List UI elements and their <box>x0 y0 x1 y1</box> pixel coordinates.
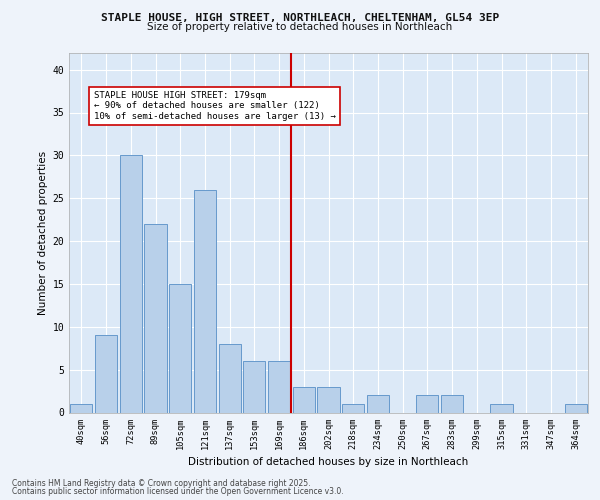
Text: STAPLE HOUSE, HIGH STREET, NORTHLEACH, CHELTENHAM, GL54 3EP: STAPLE HOUSE, HIGH STREET, NORTHLEACH, C… <box>101 12 499 22</box>
Bar <box>416 396 439 412</box>
Bar <box>119 156 142 412</box>
Bar <box>565 404 587 412</box>
Text: Size of property relative to detached houses in Northleach: Size of property relative to detached ho… <box>148 22 452 32</box>
Bar <box>70 404 92 412</box>
Bar <box>268 361 290 412</box>
Bar <box>145 224 167 412</box>
Bar <box>367 396 389 412</box>
Y-axis label: Number of detached properties: Number of detached properties <box>38 150 48 314</box>
Bar <box>243 361 265 412</box>
Bar <box>490 404 512 412</box>
X-axis label: Distribution of detached houses by size in Northleach: Distribution of detached houses by size … <box>188 457 469 467</box>
Bar <box>218 344 241 412</box>
Text: Contains public sector information licensed under the Open Government Licence v3: Contains public sector information licen… <box>12 487 344 496</box>
Bar <box>95 336 117 412</box>
Bar <box>169 284 191 412</box>
Bar <box>342 404 364 412</box>
Bar <box>317 387 340 412</box>
Text: Contains HM Land Registry data © Crown copyright and database right 2025.: Contains HM Land Registry data © Crown c… <box>12 478 311 488</box>
Text: STAPLE HOUSE HIGH STREET: 179sqm
← 90% of detached houses are smaller (122)
10% : STAPLE HOUSE HIGH STREET: 179sqm ← 90% o… <box>94 91 335 121</box>
Bar <box>293 387 315 412</box>
Bar <box>441 396 463 412</box>
Bar <box>194 190 216 412</box>
